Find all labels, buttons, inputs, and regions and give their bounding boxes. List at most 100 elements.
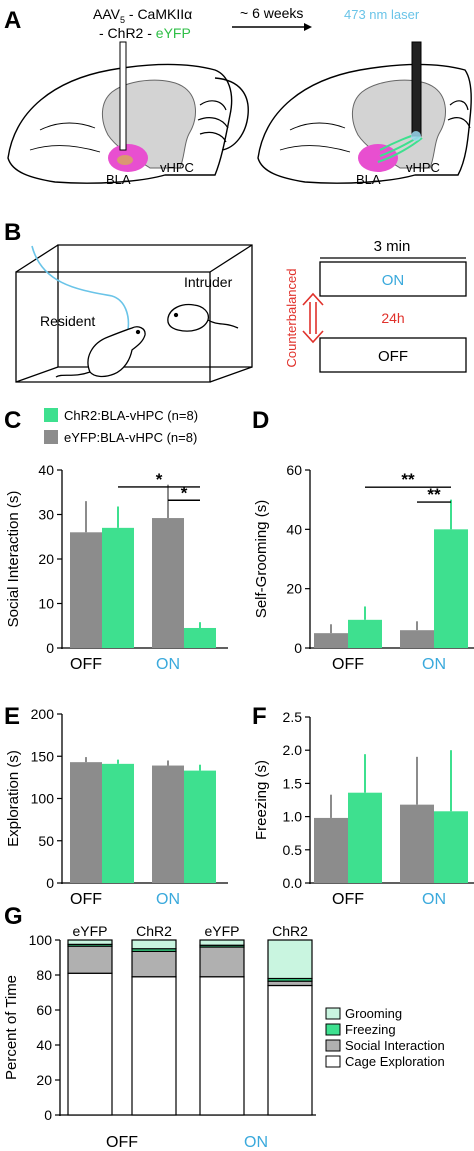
x-category-label: ON — [156, 656, 180, 673]
bar — [184, 770, 216, 883]
y-tick-label: 200 — [31, 706, 55, 722]
bla-label-left: BLA — [106, 172, 131, 187]
significance-marker: ** — [401, 470, 415, 489]
y-tick-label: 40 — [36, 1037, 52, 1053]
laser-label: 473 nm laser — [344, 7, 420, 22]
counterbalance-arrow — [302, 292, 324, 344]
x-group-label: OFF — [106, 1134, 138, 1151]
chart-exploration: 0 50 100 150 200 Exploration (s) OFF ON — [5, 706, 228, 908]
laser-tip — [411, 131, 421, 141]
bar — [184, 627, 216, 648]
y-tick-label: 2.0 — [283, 742, 303, 758]
x-category-label: ON — [422, 656, 446, 673]
virus-label-line1: AAV5 - CaMKIIα — [93, 6, 192, 25]
y-tick-label: 0 — [44, 1107, 52, 1123]
bar-category-label: eYFP — [72, 923, 107, 939]
bar — [152, 518, 184, 648]
fiber-cable — [31, 245, 130, 331]
x-category-label: OFF — [332, 891, 364, 908]
counterbalanced-label: Counterbalanced — [284, 268, 299, 367]
interval-label: 24h — [381, 310, 404, 326]
stack-segment — [67, 939, 113, 945]
chart-social-interaction: 0 10 20 30 40 Social Interaction (s) OFF ON * * — [5, 462, 228, 673]
stack-segment — [199, 976, 245, 1116]
vhpc-label-left: vHPC — [160, 160, 194, 175]
x-group-label: ON — [244, 1134, 268, 1151]
intruder-mouse — [167, 303, 239, 332]
stack-segment — [267, 984, 313, 1116]
y-tick-label: 0.0 — [283, 875, 303, 891]
x-category-label: ON — [422, 891, 446, 908]
stack-segment — [131, 950, 177, 978]
legend-swatch — [325, 1023, 341, 1036]
y-tick-label: 20 — [38, 551, 54, 567]
chart-freezing: 0.0 0.5 1.0 1.5 2.0 2.5 Freezing (s) OFF ON — [253, 709, 474, 908]
legend-label-eyfp: eYFP:BLA-vHPC (n=8) — [64, 430, 197, 445]
y-axis-label: Self-Grooming (s) — [253, 500, 270, 618]
virus-label-line2: - ChR2 - eYFP — [99, 25, 191, 41]
bar — [400, 630, 434, 648]
y-tick-label: 0 — [46, 875, 54, 891]
bar-category-label: ChR2 — [136, 923, 172, 939]
y-tick-label: 100 — [29, 932, 53, 948]
bar — [70, 532, 102, 648]
vhpc-label-right: vHPC — [406, 160, 440, 175]
significance-marker: * — [156, 470, 163, 489]
bar — [102, 527, 134, 648]
panel-a: AAV5 - CaMKIIα - ChR2 - eYFP ~ 6 weeks 4… — [7, 5, 472, 187]
bar — [152, 765, 184, 883]
panel-letter-b: B — [4, 219, 21, 246]
y-tick-label: 150 — [31, 748, 55, 764]
resident-mouse — [55, 326, 146, 378]
stack-segment — [199, 939, 245, 946]
bar — [348, 619, 382, 648]
y-axis-label: Social Interaction (s) — [5, 491, 22, 628]
brain-left: BLA vHPC — [7, 41, 249, 187]
panel-letter-d: D — [252, 407, 269, 434]
bar-category-label: ChR2 — [272, 923, 308, 939]
legend-cd: ChR2:BLA-vHPC (n=8) eYFP:BLA-vHPC (n=8) — [44, 408, 198, 445]
panel-letter-a: A — [4, 7, 21, 34]
intruder-label: Intruder — [184, 274, 233, 290]
chart-self-grooming: 0 20 40 60 Self-Grooming (s) OFF ON ** ** — [253, 462, 474, 673]
fiber-left — [119, 41, 127, 151]
y-tick-label: 60 — [286, 462, 302, 478]
weeks-label: ~ 6 weeks — [240, 5, 303, 21]
y-tick-label: 2.5 — [283, 709, 303, 725]
significance-marker: ** — [427, 485, 441, 504]
legend-label: Grooming — [345, 1006, 402, 1021]
off-box-label: OFF — [378, 348, 408, 365]
y-tick-label: 0 — [46, 640, 54, 656]
bar — [348, 792, 382, 883]
weeks-arrow-head — [304, 23, 312, 31]
panel-letter-c: C — [4, 407, 21, 434]
bar — [70, 762, 102, 883]
duration-label: 3 min — [374, 238, 411, 255]
on-box-label: ON — [382, 272, 405, 289]
x-category-label: OFF — [70, 656, 102, 673]
y-tick-label: 100 — [31, 791, 55, 807]
brain-right: BLA vHPC — [257, 41, 472, 187]
legend-label: Social Interaction — [345, 1038, 445, 1053]
y-tick-label: 50 — [38, 833, 54, 849]
x-category-label: OFF — [70, 891, 102, 908]
x-category-label: OFF — [332, 656, 364, 673]
chart-percent-of-time: 0 20 40 60 80 100 Percent of Time eYFP ChR2 eYFP C… — [3, 923, 445, 1151]
y-tick-label: 1.0 — [283, 809, 303, 825]
y-tick-label: 20 — [36, 1072, 52, 1088]
legend-label: Freezing — [345, 1022, 396, 1037]
y-axis-label: Freezing (s) — [253, 760, 270, 840]
bar — [400, 804, 434, 883]
legend-label-chr2: ChR2:BLA-vHPC (n=8) — [64, 408, 198, 423]
significance-marker: * — [181, 483, 188, 502]
y-axis-label: Percent of Time — [3, 975, 20, 1080]
legend-label: Cage Exploration — [345, 1054, 445, 1069]
legend-swatch-chr2 — [44, 408, 58, 422]
bar — [314, 817, 348, 883]
y-tick-label: 40 — [286, 521, 302, 537]
y-tick-label: 30 — [38, 507, 54, 523]
stack-segment — [131, 939, 177, 950]
stack-segment — [199, 946, 245, 978]
x-category-label: ON — [156, 891, 180, 908]
